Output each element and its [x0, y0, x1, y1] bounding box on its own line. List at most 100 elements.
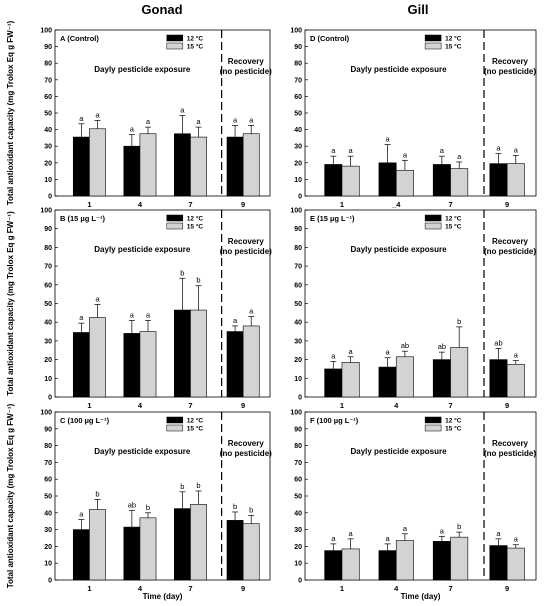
- bar: [395, 540, 414, 581]
- bar: [489, 545, 508, 581]
- legend-label: 12 °C: [445, 417, 462, 425]
- legend-swatch: [166, 222, 184, 230]
- x-tick-label: 4: [394, 401, 399, 410]
- y-tick-label: 60: [44, 282, 52, 289]
- significance-letter: a: [95, 110, 100, 119]
- x-tick-label: 1: [87, 401, 91, 410]
- bar: [432, 164, 451, 197]
- y-tick-label: 10: [294, 177, 302, 184]
- bar: [174, 508, 191, 581]
- significance-letter: a: [514, 535, 519, 544]
- recovery-annotation: Recovery: [492, 439, 529, 448]
- y-tick-label: 30: [44, 144, 52, 151]
- significance-letter: a: [331, 534, 336, 543]
- y-tick-label: 100: [40, 28, 52, 35]
- bar: [324, 164, 343, 197]
- legend-swatch: [166, 42, 184, 50]
- significance-letter: ab: [128, 500, 136, 509]
- y-tick-label: 100: [290, 410, 302, 417]
- y-tick-label: 0: [48, 395, 52, 402]
- legend-swatch: [424, 424, 442, 432]
- y-tick-label: 20: [44, 160, 52, 167]
- significance-letter: a: [249, 307, 254, 316]
- significance-letter: a: [79, 313, 84, 322]
- legend-label: 15 °C: [187, 223, 204, 231]
- significance-letter: a: [496, 529, 501, 538]
- significance-letter: b: [457, 522, 461, 531]
- bar: [432, 359, 451, 398]
- y-tick-label: 90: [44, 44, 52, 51]
- y-tick-label: 50: [44, 494, 52, 501]
- recovery-annotation-sub: (no pesticide): [220, 449, 272, 458]
- legend-swatch: [424, 416, 442, 424]
- legend-label: 15 °C: [187, 425, 204, 433]
- x-tick-label: 9: [241, 401, 245, 410]
- y-tick-label: 100: [40, 410, 52, 417]
- y-tick-label: 50: [44, 111, 52, 118]
- recovery-annotation-sub: (no pesticide): [484, 449, 536, 458]
- recovery-annotation: Recovery: [492, 57, 529, 66]
- recovery-annotation: Recovery: [228, 237, 265, 246]
- x-tick-label: 1: [340, 200, 344, 209]
- bar: [174, 133, 191, 197]
- y-tick-label: 80: [294, 245, 302, 252]
- y-tick-label: 80: [44, 61, 52, 68]
- y-tick-label: 40: [44, 320, 52, 327]
- bar: [432, 541, 451, 581]
- y-axis-label: Total antioxidant capacity (mg Trolox Eq…: [6, 211, 15, 396]
- y-tick-label: 30: [294, 144, 302, 151]
- bar: [89, 509, 106, 581]
- significance-letter: a: [331, 351, 336, 360]
- bar: [378, 162, 397, 197]
- y-tick-label: 90: [44, 426, 52, 433]
- y-tick-label: 70: [44, 264, 52, 271]
- bar: [395, 169, 414, 197]
- x-tick-label: 7: [448, 200, 452, 209]
- bar: [242, 133, 260, 197]
- bar: [341, 548, 360, 581]
- bar: [242, 325, 260, 398]
- y-tick-label: 10: [44, 177, 52, 184]
- significance-letter: a: [331, 146, 336, 155]
- bar: [72, 332, 90, 398]
- bar: [226, 136, 244, 197]
- y-tick-label: 70: [294, 460, 302, 467]
- x-tick-label: 9: [505, 401, 509, 410]
- bar: [242, 523, 260, 581]
- legend-label: 12 °C: [445, 215, 462, 223]
- y-tick-label: 40: [294, 510, 302, 517]
- bar: [89, 317, 106, 398]
- bar: [324, 368, 343, 398]
- recovery-annotation: Recovery: [228, 439, 265, 448]
- y-axis-label: Total antioxidant capacity (mg Trolox Eq…: [6, 403, 15, 588]
- y-tick-label: 90: [294, 426, 302, 433]
- y-tick-label: 50: [294, 111, 302, 118]
- legend-swatch: [424, 42, 442, 50]
- y-tick-label: 80: [44, 245, 52, 252]
- y-tick-label: 30: [44, 338, 52, 345]
- y-tick-label: 30: [294, 527, 302, 534]
- x-tick-label: 7: [448, 584, 452, 593]
- significance-letter: ab: [494, 338, 502, 347]
- exposure-annotation: Dayly pesticide exposure: [350, 447, 447, 456]
- significance-letter: a: [349, 529, 354, 538]
- y-tick-label: 90: [44, 226, 52, 233]
- significance-letter: a: [496, 144, 501, 153]
- y-tick-label: 0: [298, 578, 302, 585]
- bar: [324, 550, 343, 581]
- bar: [139, 331, 157, 398]
- y-tick-label: 10: [294, 376, 302, 383]
- significance-letter: a: [249, 115, 254, 124]
- y-tick-label: 70: [294, 264, 302, 271]
- exposure-annotation: Dayly pesticide exposure: [94, 245, 191, 254]
- y-tick-label: 0: [298, 395, 302, 402]
- panel-label: E (15 µg L⁻¹): [310, 214, 355, 223]
- significance-letter: a: [403, 524, 408, 533]
- significance-letter: a: [514, 351, 519, 360]
- panel-label: A (Control): [60, 34, 99, 43]
- legend-swatch: [166, 416, 184, 424]
- bar: [139, 133, 157, 197]
- legend-label: 12 °C: [187, 215, 204, 223]
- y-tick-label: 20: [294, 357, 302, 364]
